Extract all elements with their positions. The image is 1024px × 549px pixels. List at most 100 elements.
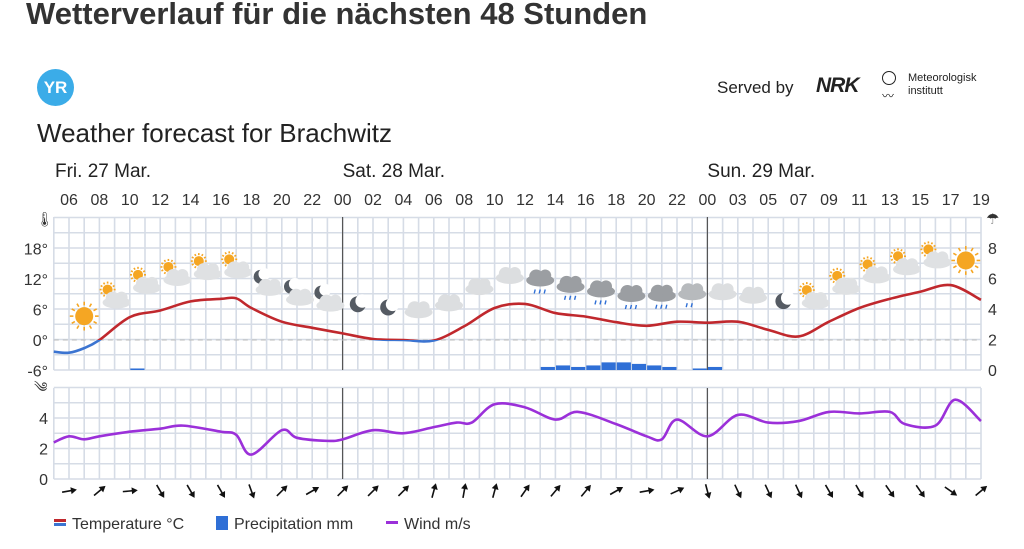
wind-direction-arrow-icon [93,485,106,497]
cloud-icon [801,292,830,310]
cloud-part [289,288,303,303]
sun-ray [109,282,113,285]
umbrella-icon: ☂ [986,211,999,228]
x-tick-label: 06 [60,192,78,209]
arrow-head [616,486,624,494]
sun-ray [100,291,103,295]
moon-icon [380,297,400,316]
legend-precipitation: Precipitation mm [234,516,353,533]
cloud-icon [286,288,314,306]
sun-ray [102,294,106,297]
sun-ray [100,284,103,288]
weather-symbol-rain [617,284,646,310]
legend-precipitation-swatch [216,516,228,530]
x-tick-label: 05 [759,192,777,209]
x-tick-label: 06 [425,192,443,209]
arrow-head [980,485,988,493]
x-tick-label: 19 [972,192,990,209]
wind-direction-arrow-icon [520,484,530,498]
cloud-part [438,294,452,309]
cloud-part [569,275,582,288]
x-tick-label: 16 [577,192,595,209]
precipitation-bar [586,365,601,370]
sun-disc [956,251,975,270]
arrow-head [796,491,803,499]
sun-ray [902,251,906,254]
cloud-part [407,301,422,316]
cloud-icon [224,261,253,279]
wind-direction-arrow-icon [609,486,624,496]
legend-wind: Wind m/s [404,516,471,533]
sun-ray [974,252,979,256]
arrow-head [188,490,195,498]
precipitation-bar [555,365,571,370]
sun-ray [133,279,136,283]
cloud-part [539,269,552,282]
yr-logo[interactable]: YR [37,69,74,106]
nrk-logo[interactable]: NRK [816,74,859,97]
legend-temperature: Temperature °C [72,516,184,533]
x-tick-label: 00 [334,192,352,209]
cloud-part [319,294,334,309]
cloud-part [115,291,128,304]
wind-line [53,398,982,456]
sun-ray [957,247,962,252]
cloud-icon [862,266,891,284]
sun-ray [869,257,873,260]
cloud-part [620,284,635,299]
weather-symbol-cloud [739,286,767,304]
raindrop [568,295,572,301]
cloud-icon [163,268,192,286]
legend-temperature-swatch-cold [54,523,66,526]
wind-direction-arrow-icon [944,486,958,496]
x-tick-label: 18 [243,192,261,209]
cloud-icon [133,276,161,294]
weather-symbol-partly-sunny [798,282,830,310]
weather-symbol-partly-night [284,278,314,306]
sun-ray [952,252,957,256]
sun-ray [161,269,164,272]
arrow-head [704,492,712,499]
x-tick-label: 14 [547,192,565,209]
temperature-tick-label: 12° [24,272,48,289]
weather-symbol-moon [775,291,795,310]
cloud-part [926,251,941,266]
wind-direction-arrow-icon [734,484,742,499]
arrow-head [70,487,77,495]
weather-symbol-partly-sunny [859,256,891,284]
sun-ray [76,325,80,330]
x-tick-label: 10 [486,192,504,209]
arrow-head [584,484,591,492]
arrow-head [554,484,561,492]
cloud-part [721,283,734,296]
raindrop [624,304,628,310]
cloud-part [906,258,918,271]
sun-ray [112,284,115,288]
arrow-head [98,485,106,493]
arrow-head [677,486,685,494]
cloud-part [329,294,342,307]
wind-direction-arrow-icon [367,485,379,497]
moon-icon [349,294,370,313]
raindrop [599,300,602,305]
weather-symbol-sun [69,301,99,331]
cloud-part [268,278,281,291]
x-tick-label: 08 [91,192,109,209]
sun-ray [102,282,106,285]
sun-ray [811,285,815,288]
cloud-icon [678,283,707,301]
cloud-part [711,283,726,298]
weather-symbol-light-rain [678,283,707,308]
raindrop [604,300,607,305]
cloud-icon [526,269,555,287]
wind-direction-arrow-icon [397,485,410,497]
wind-tick-label: 4 [39,411,48,428]
sun-ray [130,270,134,273]
sun-icon [890,248,906,265]
sun-ray [802,282,805,286]
sun-ray [224,251,227,255]
x-tick-label: 03 [729,192,747,209]
x-tick-label: 18 [607,192,625,209]
wind-direction-arrow-icon [975,485,988,497]
